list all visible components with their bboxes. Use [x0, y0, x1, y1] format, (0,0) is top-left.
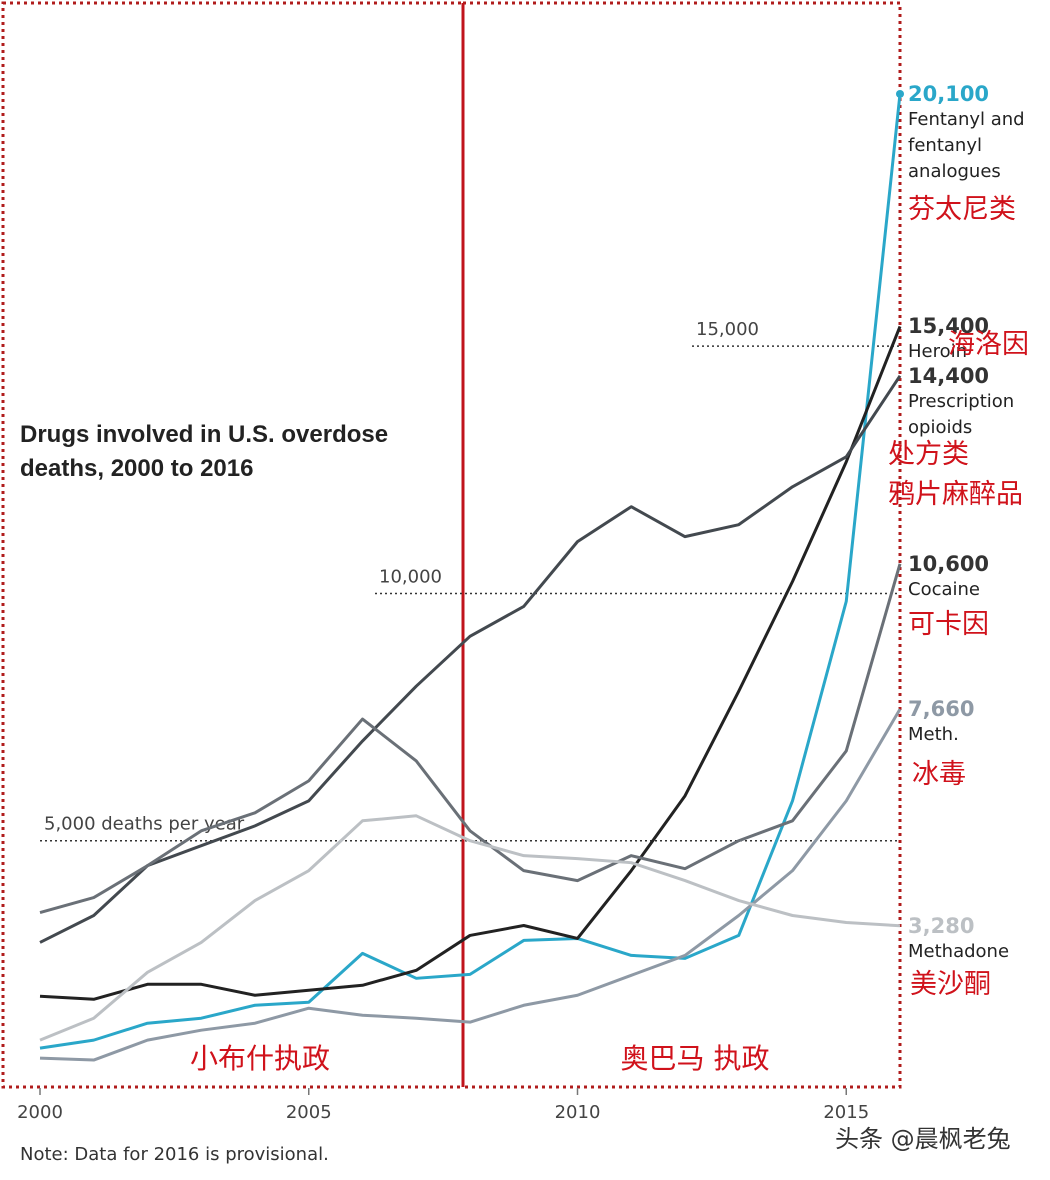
- x-tick-label: 2000: [17, 1102, 63, 1123]
- annotation: 海洛因: [948, 329, 1029, 360]
- y-tick-label: 15,000: [696, 319, 759, 340]
- annotation: 奥巴马 执政: [621, 1042, 770, 1075]
- y-tick-label: 5,000 deaths per year: [44, 814, 245, 835]
- x-tick-label: 2010: [555, 1102, 601, 1123]
- annotation-box: [1, 1, 465, 1089]
- series-label: Heroin: [908, 341, 968, 363]
- value-label: 20,100: [908, 81, 990, 106]
- series-label: Methadone: [908, 940, 1010, 962]
- end-point: [896, 89, 904, 98]
- annotation: 小布什执政: [190, 1042, 330, 1075]
- y-tick-label: 10,000: [379, 566, 442, 587]
- series-label: Prescription opioids: [908, 390, 1015, 438]
- chart-title: Drugs involved in U.S. overdose deaths, …: [20, 421, 389, 482]
- series-line: [39, 563, 902, 914]
- series-line: [39, 708, 902, 1062]
- annotation-box: [461, 1, 902, 1089]
- watermark: 头条 @晨枫老兔: [835, 1125, 1011, 1153]
- series-label: Cocaine: [908, 578, 980, 600]
- note: Note: Data for 2016 is provisional.: [20, 1144, 329, 1165]
- annotation: 美沙酮: [910, 969, 991, 1000]
- series-label: Fentanyl and fentanyl analogues: [908, 108, 1025, 182]
- series-label: Meth.: [908, 724, 959, 746]
- series-line: [39, 93, 902, 1050]
- annotation: 处方类: [888, 439, 969, 470]
- value-label: 15,400: [908, 314, 990, 339]
- annotation: 可卡因: [908, 609, 989, 640]
- annotation: 冰毒: [912, 759, 966, 790]
- value-label: 3,280: [908, 913, 975, 938]
- annotation: 芬太尼类: [908, 194, 1016, 225]
- series-line: [39, 375, 902, 944]
- series-line: [39, 325, 902, 1001]
- x-tick-label: 2005: [286, 1102, 332, 1123]
- x-tick-label: 2015: [823, 1102, 869, 1123]
- value-label: 10,600: [908, 551, 990, 576]
- value-label: 7,660: [908, 697, 975, 722]
- annotation: 鸦片麻醉品: [888, 479, 1023, 510]
- value-label: 14,400: [908, 363, 990, 388]
- series-line: [39, 814, 901, 1042]
